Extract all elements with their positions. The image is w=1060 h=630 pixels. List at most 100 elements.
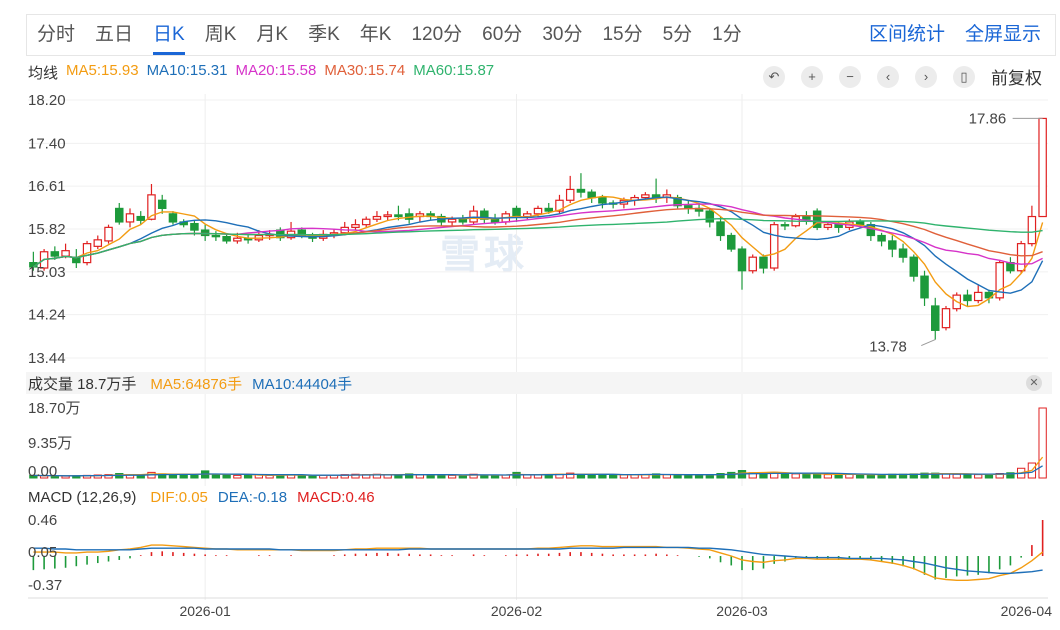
candle-body: [136, 215, 145, 221]
tab-8[interactable]: 60分: [482, 24, 523, 45]
ma-legend-item: MA20:15.58: [235, 62, 317, 79]
candle-body: [973, 291, 983, 302]
tab-2[interactable]: 日K: [153, 15, 185, 55]
candle-icon[interactable]: ▯: [953, 65, 975, 88]
tab-12[interactable]: 1分: [712, 24, 742, 45]
candle-body: [533, 207, 543, 215]
volume-tick-label: 18.70万: [28, 400, 81, 417]
macd-dif-line: [33, 544, 1044, 581]
candle-body: [61, 250, 70, 257]
macd-tick-label: 0.46: [28, 512, 57, 529]
price-tick-label: 14.24: [28, 307, 66, 324]
volume-bar: [211, 474, 221, 479]
volume-bar: [222, 474, 231, 479]
fullscreen-button[interactable]: 全屏显示: [964, 24, 1041, 45]
candle-body: [769, 224, 779, 269]
date-tick-label: 2026-02: [491, 603, 543, 619]
candle-body: [93, 239, 103, 247]
volume-bar: [308, 475, 317, 479]
chevron-left-icon[interactable]: ‹: [877, 65, 899, 88]
candle-body: [931, 305, 940, 331]
candle-body: [705, 210, 715, 223]
candle-body: [888, 240, 897, 250]
volume-bar: [447, 474, 457, 479]
tab-9[interactable]: 30分: [542, 24, 583, 45]
tab-4[interactable]: 月K: [256, 24, 289, 45]
period-tabs: 分时 五日 日K 周K 月K 季K 年K 120分 60分 30分 15分 5分 1分 区间统计 全屏显示: [26, 14, 1056, 56]
candle-body: [125, 213, 135, 223]
fq-select[interactable]: 前复权: [991, 69, 1042, 88]
macd-dea-line: [33, 546, 1043, 574]
candle-body: [780, 224, 790, 227]
volume-bar: [426, 474, 435, 479]
date-tick-label: 2026-03: [716, 603, 768, 619]
volume-bar: [415, 474, 425, 479]
date-tick-label: 2026-04: [1001, 603, 1053, 619]
candle-body: [115, 207, 124, 223]
candle-body: [1038, 117, 1047, 218]
candle-body: [716, 221, 725, 237]
candle-body: [512, 207, 521, 218]
tab-5[interactable]: 季K: [308, 24, 340, 45]
candle-body: [50, 251, 60, 257]
candle-body: [458, 218, 468, 223]
minus-icon[interactable]: −: [839, 65, 861, 88]
candle-body: [544, 207, 553, 212]
tab-1[interactable]: 五日: [95, 24, 134, 45]
tab-list: 分时 五日 日K 周K 月K 季K 年K 120分 60分 30分 15分 5分 1分: [37, 15, 762, 55]
volume-bar: [104, 474, 113, 479]
volume-bar: [351, 473, 360, 479]
volume-bar: [533, 474, 543, 479]
tab-11[interactable]: 5分: [662, 24, 693, 45]
ma10-line: [32, 196, 1044, 294]
volume-bar: [780, 473, 790, 479]
tab-10[interactable]: 15分: [602, 24, 643, 45]
candle-body: [383, 214, 392, 218]
volume-bar: [29, 474, 38, 479]
volume-bar: [598, 474, 607, 479]
candle-body: [168, 213, 178, 223]
volume-ma5-line: [33, 456, 1044, 477]
volume-bar: [694, 474, 704, 479]
watermark: 雪球: [440, 233, 528, 277]
price-tick-label: 17.40: [28, 135, 66, 152]
tab-7[interactable]: 120分: [411, 24, 463, 45]
chevron-right-icon[interactable]: ›: [915, 65, 937, 88]
candle-body: [598, 196, 607, 204]
macd-tick-label: 0.05: [28, 544, 57, 561]
ma5-line: [32, 195, 1044, 308]
candle-body: [1016, 243, 1026, 272]
ma-legend-item: MA5:15.93: [66, 62, 139, 79]
candle-body: [587, 191, 596, 199]
tab-0[interactable]: 分时: [37, 24, 76, 45]
candle-body: [941, 308, 951, 329]
volume-bar: [834, 474, 843, 479]
ma-legend-item: MA10:15.31: [146, 62, 228, 79]
price-tick-label: 18.20: [28, 92, 66, 109]
plus-icon[interactable]: +: [801, 65, 823, 88]
candle-body: [802, 215, 811, 220]
candle-body: [898, 248, 908, 258]
undo-icon[interactable]: ↶: [763, 65, 785, 88]
volume-bar: [813, 473, 822, 479]
candle-body: [823, 224, 833, 228]
candle-body: [447, 218, 457, 223]
candle-body: [147, 194, 156, 220]
volume-bar: [823, 474, 833, 479]
low-marker-line: [921, 339, 936, 347]
tab-6[interactable]: 年K: [359, 24, 392, 45]
volume-bar: [920, 472, 929, 479]
ma-legend-item: MA60:15.87: [413, 62, 495, 79]
volume-bar: [179, 474, 188, 479]
tab-right-group: 区间统计 全屏显示: [849, 15, 1041, 55]
candle-body: [351, 224, 360, 228]
macd-legend: MACD (12,26,9) DIF:0.05 DEA:-0.18 MACD:0…: [26, 486, 1052, 508]
candle-body: [190, 222, 199, 231]
candle-body: [490, 218, 500, 223]
range-stats-button[interactable]: 区间统计: [868, 24, 945, 45]
tab-3[interactable]: 周K: [204, 24, 237, 45]
candle-body: [1027, 215, 1037, 245]
candle-body: [394, 214, 403, 218]
close-volume-icon[interactable]: ✕: [1026, 375, 1042, 391]
